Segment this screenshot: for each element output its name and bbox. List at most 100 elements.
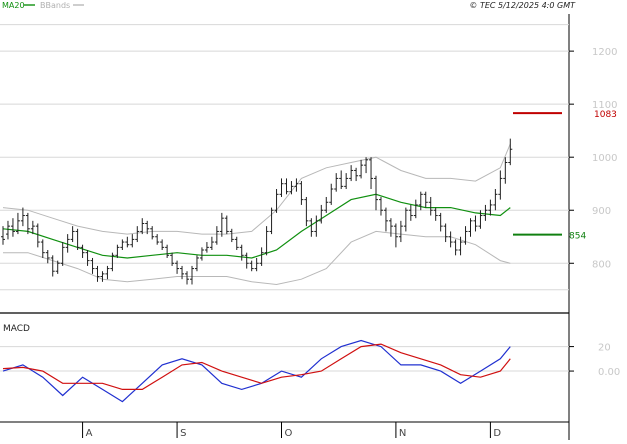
ohlc-bar — [189, 265, 194, 285]
macd-grid — [0, 346, 569, 372]
ohlc-bar — [388, 218, 393, 237]
ohlc-bar — [269, 207, 274, 235]
ohlc-bar — [50, 255, 55, 277]
ohlc-bar — [135, 226, 140, 243]
ohlc-bar — [199, 247, 204, 261]
ohlc-bar — [403, 207, 408, 232]
x-tick-label: N — [399, 428, 406, 439]
ohlc-bar — [413, 199, 418, 219]
ohlc-bar — [423, 191, 428, 208]
ohlc-bar — [70, 226, 75, 243]
ohlc-bar — [20, 207, 25, 227]
ohlc-bar — [45, 250, 50, 264]
ohlc-bar — [100, 271, 105, 282]
ohlc-bar — [150, 226, 155, 240]
ohlc-bar — [493, 189, 498, 211]
ohlc-bar — [458, 236, 463, 256]
ohlc-bar — [229, 228, 234, 243]
ohlc-bar — [249, 260, 254, 272]
ohlc-bar — [120, 239, 125, 251]
ohlc-bar — [349, 165, 354, 182]
price-y-tick-label: 1100 — [592, 100, 617, 111]
price-y-tick-label: 1200 — [592, 47, 617, 58]
ohlc-bar — [299, 181, 304, 205]
ohlc-bar — [354, 167, 359, 182]
ohlc-bar — [488, 199, 493, 216]
ohlc-bar — [408, 204, 413, 221]
ohlc-bar — [438, 212, 443, 232]
ohlc-bar — [284, 178, 289, 195]
bband-lower-line — [3, 230, 511, 286]
ohlc-bar — [314, 215, 319, 237]
ohlc-bar — [180, 265, 185, 280]
bollinger-bands — [2, 143, 511, 286]
copyright-notice: © TEC 5/12/2025 4:0 GMT — [469, 1, 576, 10]
ohlc-bar — [378, 196, 383, 216]
ohlc-bar — [80, 244, 85, 258]
ohlc-bar — [219, 212, 224, 237]
ohlc-bar — [279, 178, 284, 197]
ohlc-bar — [254, 257, 259, 272]
ohlc-bar — [468, 218, 473, 237]
ohlc-bar — [274, 189, 279, 213]
ohlc-bar — [364, 157, 369, 174]
ohlc-bar — [214, 226, 219, 245]
x-tick-label: O — [285, 428, 293, 439]
ohlc-bar — [1, 226, 5, 245]
ohlc-bar — [289, 181, 294, 195]
ohlc-bar — [115, 244, 120, 258]
bband-upper-line — [2, 143, 511, 235]
ohlc-bar — [374, 175, 379, 211]
ohlc-bar — [418, 191, 423, 211]
macd-series — [2, 339, 511, 403]
ohlc-bar — [125, 236, 130, 248]
legend-bb-label: BBands — [40, 1, 70, 10]
ohlc-bar — [259, 247, 264, 266]
ohlc-bar — [170, 252, 175, 266]
ohlc-bar — [85, 250, 90, 266]
ohlc-bar — [110, 252, 115, 272]
ohlc-bar — [304, 196, 309, 227]
ohlc-bar — [130, 234, 135, 248]
ohlc-bar — [329, 183, 334, 205]
ohlc-bar — [473, 215, 478, 232]
ohlc-bar — [35, 223, 40, 248]
price-y-ticks: 1200 1100 1000 900 800 — [569, 47, 617, 270]
ohlc-bar — [398, 220, 403, 243]
ohlc-bar — [433, 207, 438, 221]
ohlc-bar — [508, 138, 513, 166]
ohlc-bar — [185, 271, 190, 285]
ohlc-bar — [204, 242, 209, 253]
ohlc-bar — [264, 226, 269, 256]
price-y-tick-label: 1000 — [592, 153, 617, 164]
ohlc-bar — [324, 196, 329, 213]
price-y-tick-label: 900 — [592, 206, 611, 217]
ohlc-bar — [478, 210, 483, 229]
ohlc-bar — [369, 157, 374, 190]
ohlc-bar — [234, 236, 239, 251]
ohlc-bar — [453, 239, 458, 256]
ohlc-bar — [55, 260, 60, 274]
ohlc-bar — [140, 218, 145, 235]
ohlc-bar — [25, 212, 30, 235]
ohlc-bar — [319, 204, 324, 224]
ohlc-bar — [160, 239, 165, 251]
x-tick-label: D — [493, 428, 501, 439]
macd-y-tick-label: 0.00 — [598, 367, 620, 378]
price-grid — [0, 24, 569, 291]
macd-y-tick-label: 20 — [598, 343, 611, 354]
ohlc-bar — [448, 231, 453, 248]
ohlc-bar — [224, 215, 229, 235]
legend-ma-label: MA20 — [2, 1, 25, 10]
ohlc-bar — [443, 223, 448, 243]
ohlc-bar — [383, 207, 388, 232]
ohlc-bar — [145, 220, 150, 235]
x-tick-label: S — [180, 428, 186, 439]
x-tick-label: A — [86, 428, 93, 439]
ohlc-bar — [498, 170, 503, 200]
ohlc-bar — [155, 234, 160, 245]
ohlc-bar — [483, 204, 488, 221]
